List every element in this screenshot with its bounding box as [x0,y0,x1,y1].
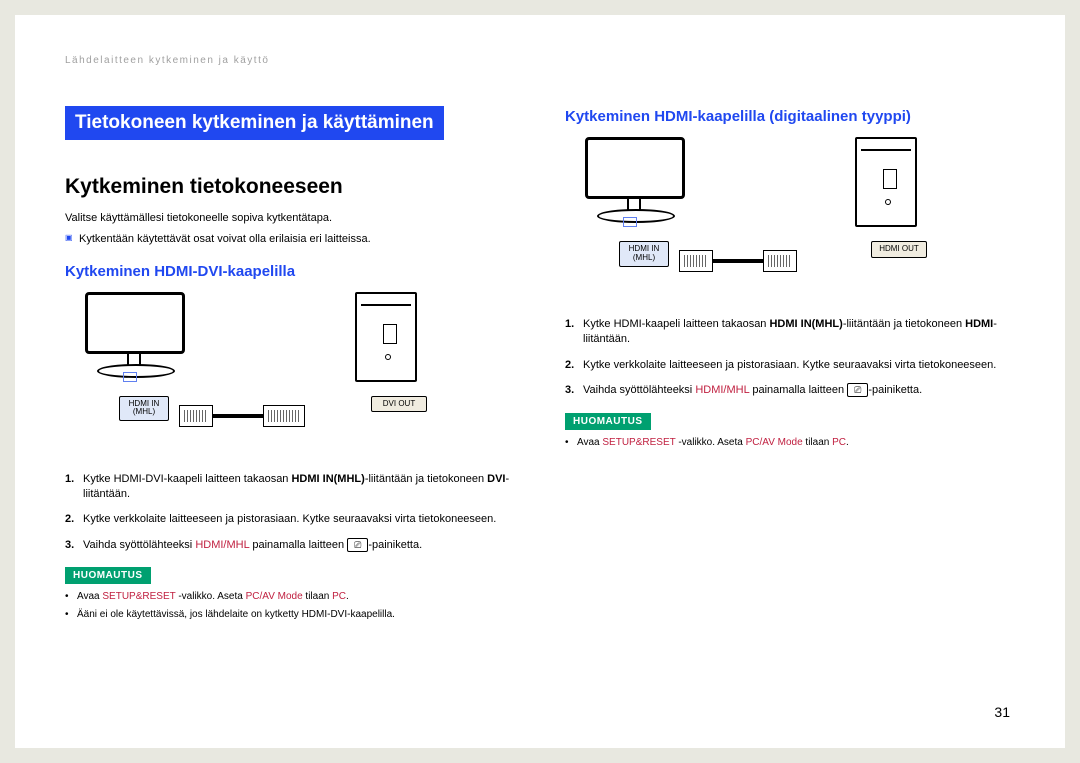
t: HDMI IN(MHL) [769,318,842,330]
page-number: 31 [994,704,1010,720]
step-number: 3. [65,538,74,553]
port-subtext: (MHL) [133,407,155,416]
note-item: Ääni ei ole käytettävissä, jos lähdelait… [65,608,515,622]
t: Kytke verkkolaite laitteeseen ja pistora… [583,359,996,371]
pc-tower-icon [855,137,917,227]
t-red: PC/AV Mode [246,591,303,602]
source-button-icon [347,538,368,552]
note-badge: HUOMAUTUS [565,413,651,430]
t-red: PC [832,437,846,448]
heading-hdmi-dvi: Kytkeminen HDMI-DVI-kaapelilla [65,263,515,280]
t: painamalla laitteen [749,384,847,396]
t: DVI [487,473,505,485]
intro-text: Valitse käyttämällesi tietokoneelle sopi… [65,211,515,226]
connection-diagram-hdmi-dvi: HDMI IN (MHL) DVI OUT [77,292,427,452]
cable-icon [679,250,797,274]
t-red: SETUP&RESET [102,591,175,602]
manual-page: Lähdelaitteen kytkeminen ja käyttö Tieto… [15,15,1065,748]
t: Kytke verkkolaite laitteeseen ja pistora… [83,513,496,525]
heading-hdmi-digital: Kytkeminen HDMI-kaapelilla (digitaalinen… [565,108,1015,125]
step-2: 2. Kytke verkkolaite laitteeseen ja pist… [65,512,515,527]
t: . [346,591,349,602]
port-text: HDMI IN [629,244,660,253]
step-3: 3. Vaihda syöttölähteeksi HDMI/MHL paina… [565,383,1015,398]
heading-kytkeminen-tietokoneeseen: Kytkeminen tietokoneeseen [65,175,515,199]
step-number: 1. [565,317,574,332]
t-red: PC/AV Mode [746,437,803,448]
port-text: DVI OUT [383,399,415,408]
note-item: Avaa SETUP&RESET -valikko. Aseta PC/AV M… [65,590,515,604]
t: tilaan [803,437,832,448]
left-column: Tietokoneen kytkeminen ja käyttäminen Ky… [65,106,515,626]
section-title-banner: Tietokoneen kytkeminen ja käyttäminen [65,106,444,140]
t: tilaan [303,591,332,602]
t-red: SETUP&RESET [602,437,675,448]
t: -painiketta. [868,384,922,396]
t-red: HDMI/MHL [695,384,749,396]
t: Vaihda syöttölähteeksi [83,539,195,551]
t: painamalla laitteen [249,539,347,551]
t-red: HDMI/MHL [195,539,249,551]
t: HDMI [965,318,993,330]
step-number: 2. [565,358,574,373]
step-number: 3. [565,383,574,398]
t: Avaa [77,591,102,602]
t: -liitäntään ja tietokoneen [365,473,487,485]
t: . [846,437,849,448]
note-item: Avaa SETUP&RESET -valikko. Aseta PC/AV M… [565,436,1015,450]
port-text: HDMI OUT [879,244,919,253]
step-number: 1. [65,472,74,487]
note-badge: HUOMAUTUS [65,567,151,584]
t: Avaa [577,437,602,448]
t: -painiketta. [368,539,422,551]
port-subtext: (MHL) [633,253,655,262]
step-1: 1. Kytke HDMI-DVI-kaapeli laitteen takao… [65,472,515,503]
t: -valikko. Aseta [676,437,746,448]
port-label-hdmi-out: HDMI OUT [871,241,927,258]
monitor-icon [577,137,697,225]
t: HDMI IN(MHL) [291,473,364,485]
t: Vaihda syöttölähteeksi [583,384,695,396]
step-number: 2. [65,512,74,527]
source-button-icon [847,383,868,397]
step-1: 1. Kytke HDMI-kaapeli laitteen takaosan … [565,317,1015,348]
right-column: Kytkeminen HDMI-kaapelilla (digitaalinen… [565,106,1015,626]
monitor-icon [77,292,197,380]
port-label-hdmi-in: HDMI IN (MHL) [619,241,669,267]
step-3: 3. Vaihda syöttölähteeksi HDMI/MHL paina… [65,538,515,553]
pc-tower-icon [355,292,417,382]
port-label-dvi-out: DVI OUT [371,396,427,413]
cable-icon [179,405,305,429]
intro-bullet: Kytkentään käytettävät osat voivat olla … [65,232,515,247]
t: -liitäntään ja tietokoneen [843,318,965,330]
t: Kytke HDMI-DVI-kaapeli laitteen takaosan [83,473,291,485]
breadcrumb: Lähdelaitteen kytkeminen ja käyttö [65,55,1015,66]
port-label-hdmi-in: HDMI IN (MHL) [119,396,169,422]
t: -valikko. Aseta [176,591,246,602]
port-text: HDMI IN [129,399,160,408]
t-red: PC [332,591,346,602]
step-2: 2. Kytke verkkolaite laitteeseen ja pist… [565,358,1015,373]
two-column-layout: Tietokoneen kytkeminen ja käyttäminen Ky… [65,106,1015,626]
connection-diagram-hdmi: HDMI IN (MHL) HDMI OUT [577,137,927,297]
t: Kytke HDMI-kaapeli laitteen takaosan [583,318,769,330]
